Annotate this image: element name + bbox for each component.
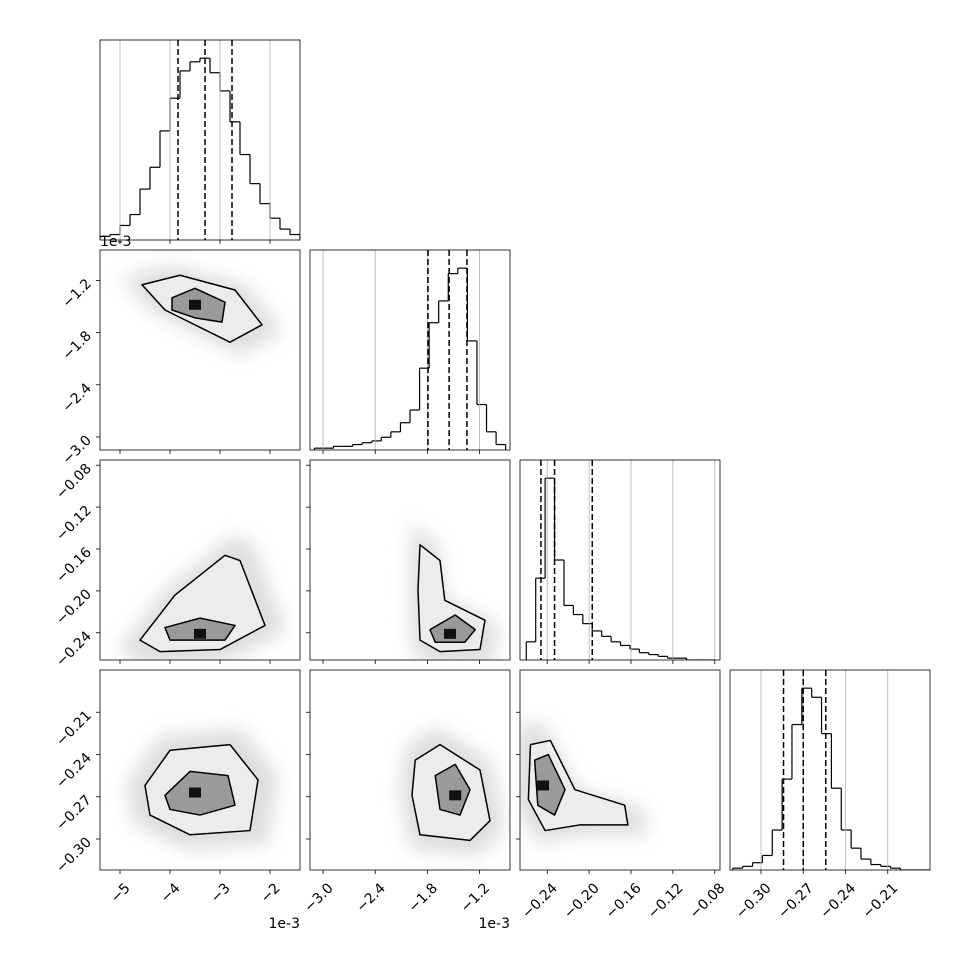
panel-frame <box>309 669 511 871</box>
panel-frame <box>519 669 721 871</box>
density-peak <box>194 628 206 639</box>
histogram-panel <box>525 477 715 660</box>
x-offset-label: 1e-3 <box>269 916 300 932</box>
panel-frame <box>309 459 511 661</box>
density-panel <box>520 721 649 844</box>
density-panel <box>120 264 283 356</box>
panel-frame <box>309 249 511 451</box>
contour <box>533 753 566 816</box>
density-panel <box>126 728 279 850</box>
panel-frame <box>729 669 931 871</box>
density-panel <box>399 726 506 857</box>
contour <box>429 614 476 643</box>
y-offset-label: 1e-3 <box>100 234 131 250</box>
panel-frame <box>519 459 721 661</box>
density-peak <box>444 628 456 639</box>
panel-frame <box>99 669 301 871</box>
density-panel <box>409 523 500 660</box>
density-peak <box>537 780 550 791</box>
density-peak <box>189 787 201 798</box>
histogram-panel <box>100 57 300 240</box>
histogram-panel <box>732 687 930 870</box>
density-peak <box>189 299 201 310</box>
density-peak <box>449 790 462 801</box>
x-offset-label: 1e-3 <box>479 916 510 932</box>
panel-frame <box>99 249 301 451</box>
panel-frame <box>99 39 301 241</box>
contour <box>434 763 471 816</box>
panel-frame <box>99 459 301 661</box>
density-panel <box>117 535 287 660</box>
